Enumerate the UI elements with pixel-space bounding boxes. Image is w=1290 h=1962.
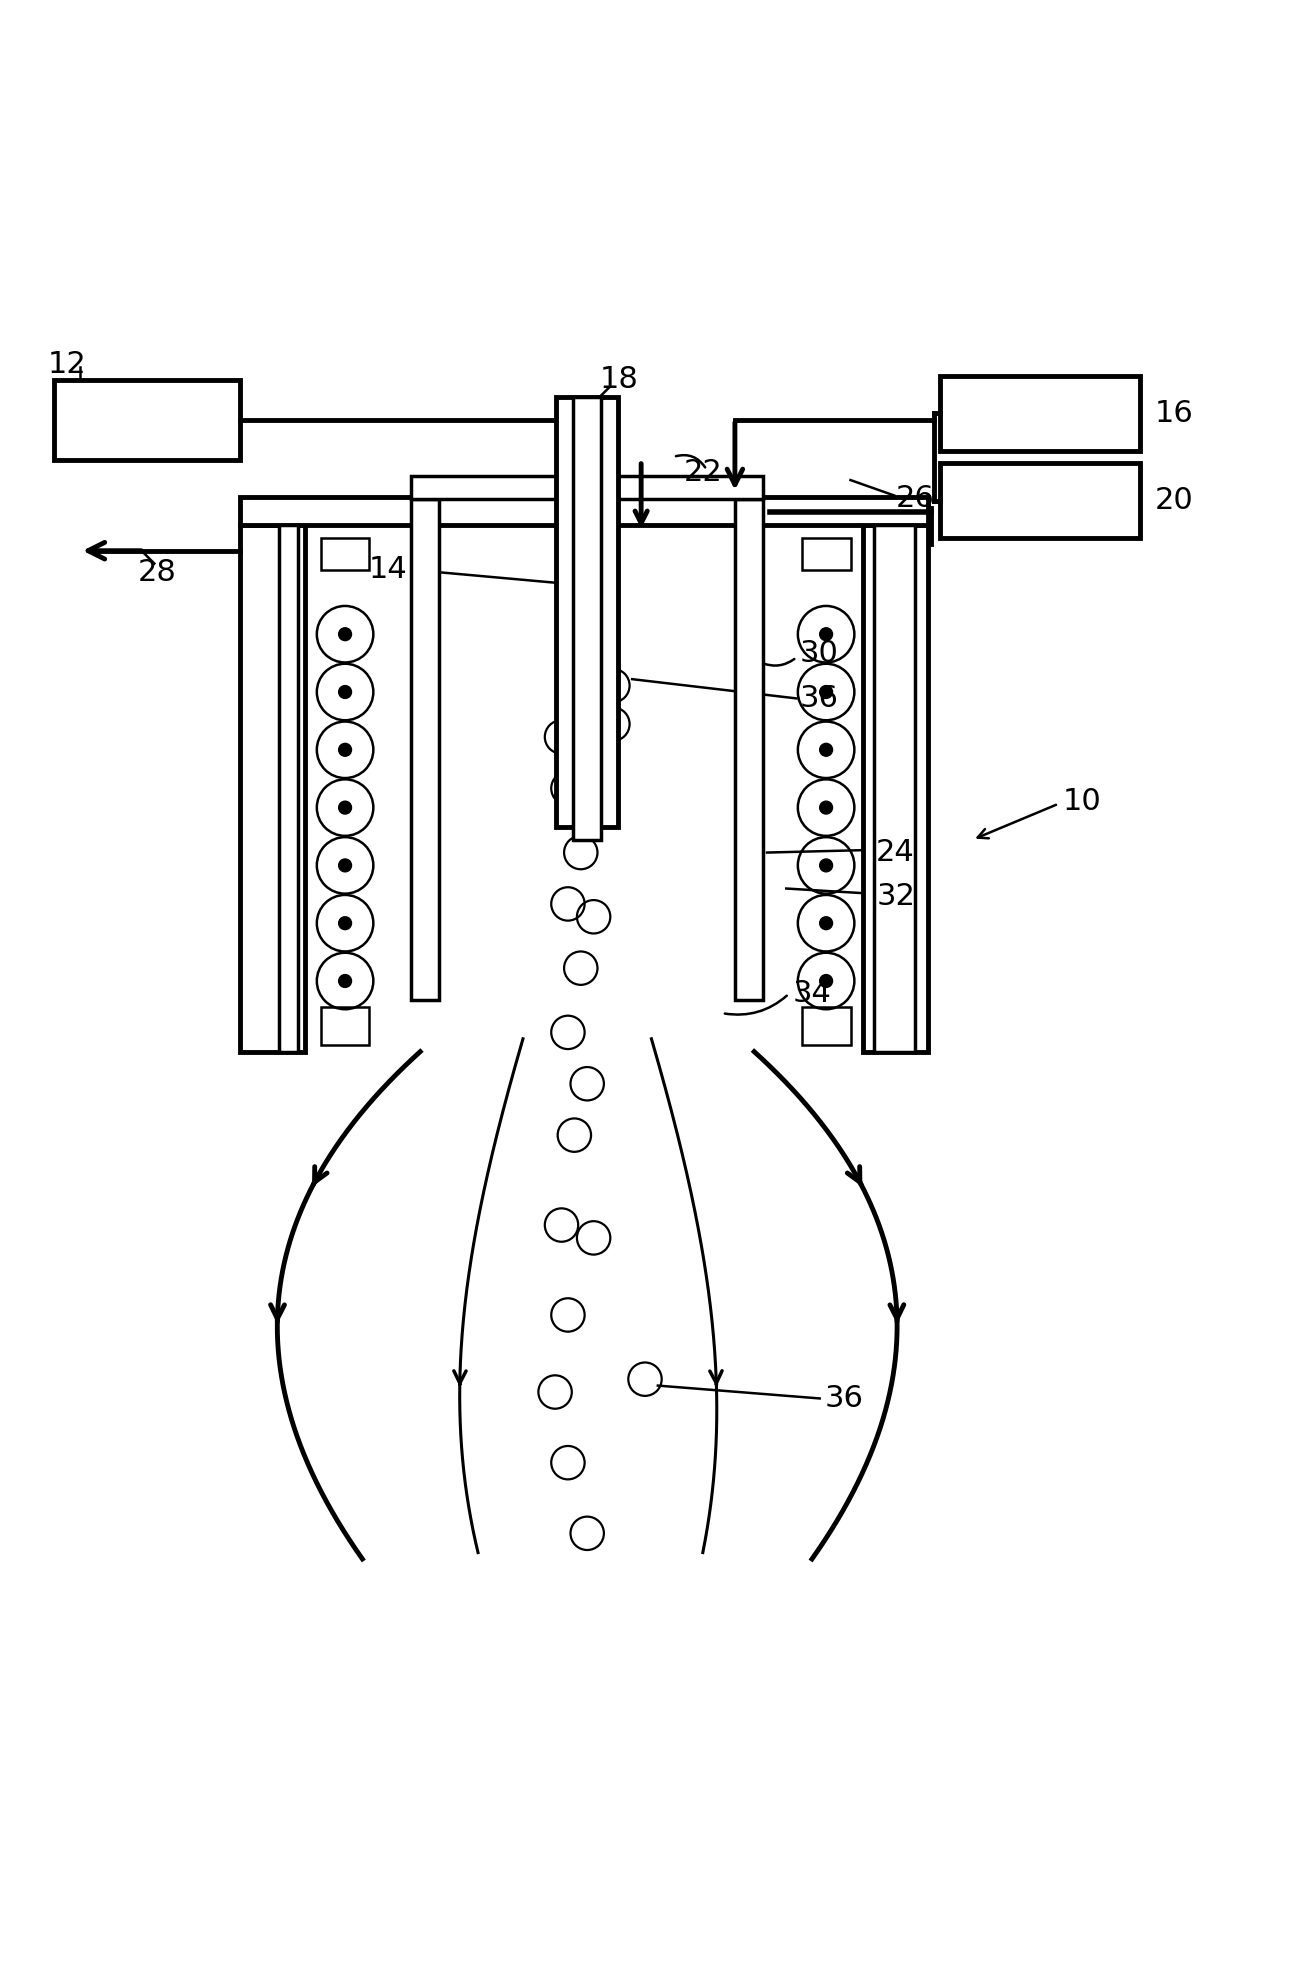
Text: 14: 14	[369, 555, 408, 585]
Text: 20: 20	[1155, 487, 1193, 516]
Text: 28: 28	[138, 557, 177, 587]
Text: 34: 34	[793, 979, 832, 1008]
Bar	[863, 526, 928, 1052]
Text: 36: 36	[824, 1383, 864, 1413]
Circle shape	[819, 859, 832, 871]
Circle shape	[339, 744, 351, 755]
Circle shape	[819, 975, 832, 987]
Circle shape	[339, 859, 351, 871]
Circle shape	[339, 628, 351, 642]
Bar	[801, 538, 850, 571]
Circle shape	[339, 975, 351, 987]
Circle shape	[819, 744, 832, 755]
Bar	[240, 526, 304, 1052]
Circle shape	[819, 628, 832, 642]
Bar	[735, 500, 764, 1001]
Circle shape	[339, 800, 351, 814]
Text: 22: 22	[684, 457, 722, 487]
Bar	[279, 526, 298, 1052]
Bar	[940, 463, 1139, 538]
Text: 24: 24	[876, 838, 915, 867]
Bar	[412, 477, 764, 500]
Text: 26: 26	[895, 483, 934, 512]
Text: 32: 32	[876, 881, 915, 910]
Text: 10: 10	[1063, 787, 1102, 816]
Bar	[801, 1007, 850, 1046]
Circle shape	[819, 800, 832, 814]
Circle shape	[339, 916, 351, 930]
Circle shape	[339, 685, 351, 698]
Bar	[240, 496, 928, 526]
Bar	[54, 381, 240, 459]
Bar	[321, 538, 369, 571]
Text: 18: 18	[600, 365, 639, 394]
Circle shape	[819, 685, 832, 698]
Text: 36: 36	[799, 685, 838, 712]
Bar	[321, 1007, 369, 1046]
Text: 12: 12	[48, 349, 86, 379]
Bar	[556, 396, 618, 826]
Text: 16: 16	[1155, 398, 1193, 428]
Bar	[873, 526, 915, 1052]
Text: 30: 30	[799, 640, 838, 667]
Bar	[940, 377, 1139, 451]
Bar	[573, 396, 601, 840]
Circle shape	[819, 916, 832, 930]
Bar	[412, 500, 440, 1001]
